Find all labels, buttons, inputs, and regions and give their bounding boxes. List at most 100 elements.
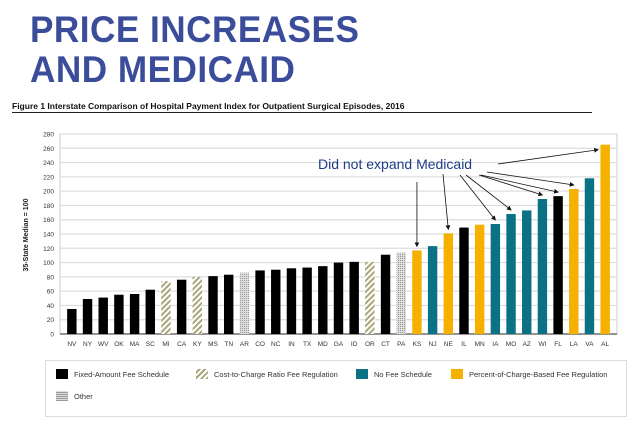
y-tick-label: 280: [43, 132, 54, 139]
x-tick-label: MS: [208, 341, 218, 348]
bar-al: [600, 144, 610, 334]
bar-sc: [145, 289, 155, 334]
x-tick-label: AZ: [523, 341, 531, 348]
bar-co: [255, 270, 265, 334]
x-tick-label: TN: [224, 341, 233, 348]
x-tick-label: AR: [240, 341, 249, 348]
arrow-al: [497, 147, 599, 165]
bar-ia: [490, 224, 501, 334]
x-tick-label: KY: [193, 341, 202, 348]
x-tick-label: MO: [506, 341, 516, 348]
legend-label: Percent-of-Charge-Based Fee Regulation: [469, 369, 608, 379]
legend-label: Other: [74, 391, 93, 401]
x-tick-label: NJ: [429, 341, 437, 348]
y-tick-label: 200: [43, 189, 54, 196]
x-tick-label: MD: [318, 341, 328, 348]
arrow-wi: [478, 174, 544, 197]
x-tick-label: TX: [303, 341, 312, 348]
legend-item-other: Other: [56, 391, 93, 401]
bar-ar: [239, 272, 250, 334]
x-tick-label: WV: [98, 341, 109, 348]
arrow-mo: [465, 174, 512, 211]
x-tick-label: NV: [67, 341, 77, 348]
bar-la: [569, 189, 579, 334]
slide-title-line1: PRICE INCREASES: [30, 9, 360, 50]
bar-mi: [161, 281, 171, 334]
bar-fl: [553, 196, 563, 334]
legend-item-cost: Cost-to-Charge Ratio Fee Regulation: [196, 369, 338, 379]
x-tick-label: FL: [554, 341, 562, 348]
x-tick-label: OK: [114, 341, 124, 348]
bar-ma: [129, 294, 140, 334]
y-tick-label: 140: [43, 232, 54, 239]
x-tick-label: IL: [461, 341, 467, 348]
bar-ga: [333, 262, 344, 334]
legend-item-percent: Percent-of-Charge-Based Fee Regulation: [451, 369, 607, 379]
x-tick-label: IA: [492, 341, 499, 348]
legend-swatch: [451, 369, 463, 379]
arrow-la: [486, 171, 575, 187]
annotation-text: Did not expand Medicaid: [318, 156, 472, 172]
legend-item-nofee: No Fee Schedule: [356, 369, 432, 379]
bar-in: [286, 268, 297, 334]
x-tick-label: ID: [351, 341, 358, 348]
bar-mn: [474, 224, 485, 334]
x-tick-label: VA: [585, 341, 594, 348]
x-tick-label: OR: [365, 341, 375, 348]
legend-label: Fixed-Amount Fee Schedule: [74, 369, 170, 379]
arrow-fl: [480, 174, 559, 194]
bar-wv: [98, 297, 108, 334]
x-tick-label: LA: [570, 341, 579, 348]
x-tick-label: MA: [130, 341, 140, 348]
x-tick-label: AL: [601, 341, 609, 348]
legend-label: No Fee Schedule: [374, 369, 432, 379]
y-tick-label: 80: [47, 274, 55, 281]
y-tick-label: 160: [43, 217, 54, 224]
bar-or: [365, 261, 375, 334]
y-tick-label: 40: [47, 303, 55, 310]
arrow-ia: [459, 174, 496, 221]
y-tick-label: 260: [43, 146, 54, 153]
y-tick-label: 60: [47, 289, 55, 296]
legend: Fixed-Amount Fee Schedule Cost-to-Charge …: [45, 360, 627, 417]
y-tick-label: 100: [43, 260, 54, 267]
legend-swatch: [56, 391, 68, 401]
bar-ne: [443, 233, 454, 334]
slide-title-line2: AND MEDICAID: [30, 49, 296, 90]
bar-pa: [396, 252, 406, 334]
bar-tx: [302, 267, 312, 334]
x-tick-label: MN: [475, 341, 485, 348]
bar-nj: [427, 246, 438, 334]
y-tick-label: 120: [43, 246, 54, 253]
legend-swatch: [196, 369, 208, 379]
bar-nv: [67, 309, 77, 334]
x-tick-label: GA: [334, 341, 344, 348]
x-tick-label: MI: [162, 341, 169, 348]
bar-wi: [537, 199, 548, 334]
x-tick-label: CO: [255, 341, 265, 348]
x-tick-label: NE: [444, 341, 454, 348]
legend-swatch: [356, 369, 368, 379]
bar-az: [522, 210, 532, 334]
slide-title: PRICE INCREASES AND MEDICAID: [30, 10, 359, 90]
y-tick-label: 0: [50, 332, 54, 339]
x-tick-label: KS: [413, 341, 422, 348]
bar-nc: [271, 269, 281, 334]
bar-ks: [412, 250, 422, 334]
bar-ny: [82, 299, 93, 334]
y-tick-label: 220: [43, 174, 54, 181]
x-tick-label: SC: [146, 341, 155, 348]
x-tick-label: CT: [381, 341, 390, 348]
bar-ky: [192, 276, 203, 334]
arrow-ne: [442, 173, 451, 231]
x-tick-label: NC: [271, 341, 281, 348]
y-tick-label: 20: [47, 317, 55, 324]
bar-ok: [114, 294, 124, 334]
x-tick-label: IN: [288, 341, 295, 348]
y-tick-label: 180: [43, 203, 54, 210]
bar-ct: [380, 254, 391, 334]
x-tick-label: CA: [177, 341, 187, 348]
x-tick-label: PA: [397, 341, 406, 348]
bar-ca: [176, 279, 187, 334]
bar-va: [584, 178, 595, 334]
